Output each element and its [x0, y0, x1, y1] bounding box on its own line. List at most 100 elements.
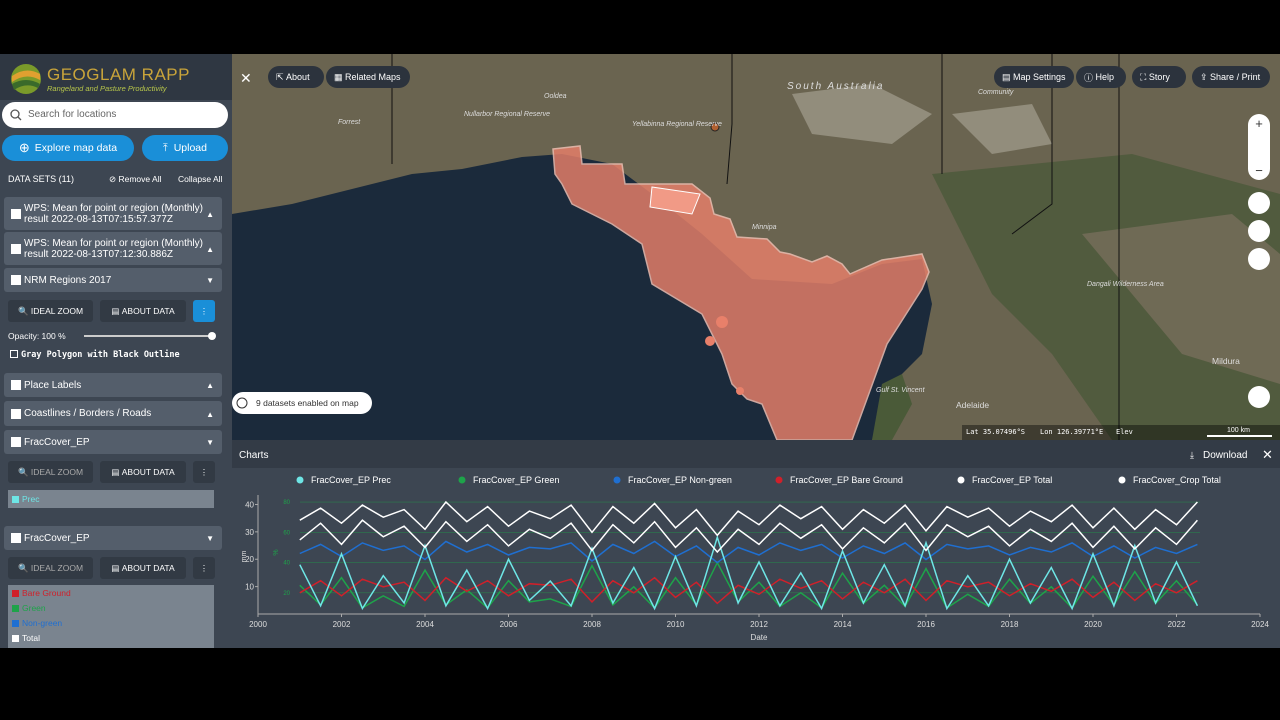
- ideal-zoom-label: IDEAL ZOOM: [30, 306, 84, 316]
- logo-subtitle: Rangeland and Pasture Productivity: [47, 84, 167, 93]
- about-data-button[interactable]: ▤ ABOUT DATA: [100, 461, 186, 483]
- dataset-row[interactable]: Coastlines / Borders / Roads ▲: [4, 401, 222, 426]
- dataset-name: FracCover_EP: [24, 532, 90, 544]
- legend-box: Bare Ground Green Non-green Total: [8, 585, 214, 648]
- more-button[interactable]: ⋮: [193, 461, 215, 483]
- legend-swatch: [458, 476, 466, 484]
- series-line: [299, 500, 1198, 537]
- map-controls[interactable]: [1248, 114, 1270, 408]
- legend-label: FracCover_Crop Total: [1133, 475, 1221, 485]
- x-tick-label: 2016: [917, 620, 935, 629]
- map-label: Adelaide: [956, 400, 989, 410]
- collapse-all[interactable]: Collapse All: [178, 174, 223, 184]
- about-data-label: ABOUT DATA: [121, 306, 175, 316]
- remove-all-label: Remove All: [118, 174, 162, 184]
- dataset-name: FracCover_EP: [24, 436, 90, 448]
- search-box[interactable]: Search for locations: [2, 102, 228, 128]
- opacity-label: Opacity: 100 %: [8, 331, 66, 341]
- dataset-row[interactable]: WPS: Mean for point or region (Monthly) r…: [4, 197, 222, 230]
- opacity-slider[interactable]: [84, 335, 212, 337]
- dataset-row[interactable]: Place Labels ▲: [4, 373, 222, 397]
- help-button[interactable]: ⓘ Help: [1076, 66, 1126, 88]
- related-maps-label: Related Maps: [345, 72, 401, 82]
- more-button[interactable]: ⋮: [193, 557, 215, 579]
- dataset-row[interactable]: WPS: Mean for point or region (Monthly) r…: [4, 232, 222, 265]
- dataset-panel: 🔍 IDEAL ZOOM ▤ ABOUT DATA ⋮ Prec: [4, 454, 222, 520]
- logo-title: GEOGLAM RAPP: [47, 65, 190, 84]
- legend-item: Non-green: [12, 618, 62, 628]
- map-label: Dangali Wilderness Area: [1087, 281, 1164, 288]
- style-option[interactable]: Gray Polygon with Black Outline: [10, 350, 180, 360]
- map-label: Minnipa: [752, 224, 777, 231]
- dataset-row[interactable]: FracCover_EP ▼: [4, 430, 222, 454]
- y2-tick-label: 40: [283, 561, 290, 567]
- logo-area: GEOGLAM RAPP Rangeland and Pasture Produ…: [0, 54, 232, 100]
- x-tick-label: 2006: [500, 620, 518, 629]
- about-button[interactable]: ⇱ About: [268, 66, 324, 88]
- series-line: [299, 519, 1198, 554]
- download-button[interactable]: Download: [1203, 450, 1247, 461]
- dataset-name: Place Labels: [24, 379, 82, 391]
- charts-panel: Charts Download ⤓ ✕ 20 40 60 80 10 20 30 40 mm % 2…: [232, 440, 1280, 648]
- map-label: South Australia: [787, 81, 884, 92]
- series-line: [299, 534, 1199, 611]
- map-settings-button[interactable]: ▤ Map Settings: [994, 66, 1074, 88]
- map-scale: 100 km: [1227, 427, 1250, 434]
- dataset-name: Coastlines / Borders / Roads: [24, 408, 152, 419]
- ideal-zoom-label: IDEAL ZOOM: [30, 467, 84, 477]
- explore-label: Explore map data: [34, 142, 118, 154]
- legend-swatch: [775, 476, 783, 484]
- legend-label: Total: [22, 633, 40, 643]
- map-settings-label: Map Settings: [1013, 72, 1066, 82]
- map-lat: Lat 35.07496°S: [966, 428, 1025, 436]
- legend-label: FracCover_EP Green: [473, 475, 559, 485]
- map-label: Ooldea: [544, 93, 567, 100]
- map-status: 9 datasets enabled on map: [256, 398, 359, 408]
- map-label: Nullarbor Regional Reserve: [464, 111, 550, 118]
- logo-icon: [11, 64, 41, 94]
- ideal-zoom-label: IDEAL ZOOM: [30, 563, 84, 573]
- series-line: [299, 576, 1198, 605]
- legend-swatch: [613, 476, 621, 484]
- legend-box: Prec: [8, 490, 214, 508]
- dataset-name: result 2022-08-13T07:15:57.377Z: [24, 213, 173, 225]
- dataset-name: NRM Regions 2017: [24, 274, 112, 286]
- dataset-row[interactable]: NRM Regions 2017 ▼: [4, 268, 222, 292]
- slider-thumb[interactable]: [208, 332, 216, 340]
- about-data-label: ABOUT DATA: [121, 467, 175, 477]
- dataset-row[interactable]: FracCover_EP ▼: [4, 526, 222, 550]
- story-button[interactable]: ⛶ Story: [1132, 66, 1186, 88]
- x-tick-label: 2008: [583, 620, 601, 629]
- map-lon: Lon 126.39771°E: [1040, 428, 1103, 436]
- related-maps-button[interactable]: ▦ Related Maps: [326, 66, 410, 88]
- about-data-button[interactable]: ▤ ABOUT DATA: [100, 557, 186, 579]
- y2-tick-label: 20: [283, 591, 290, 597]
- close-button[interactable]: ✕: [1262, 447, 1273, 462]
- search-icon: [10, 109, 22, 121]
- legend-item: Prec: [12, 494, 39, 504]
- legend-label: FracCover_EP Bare Ground: [790, 475, 903, 485]
- svg-text:✕: ✕: [240, 70, 252, 86]
- legend-swatch: [296, 476, 304, 484]
- share-button[interactable]: ⇪ Share / Print: [1192, 66, 1270, 88]
- ideal-zoom-button[interactable]: 🔍 IDEAL ZOOM: [8, 300, 93, 322]
- map[interactable]: South Australia Forrest Ooldea Nullarbor…: [232, 54, 1280, 440]
- dataset-panel: 🔍 IDEAL ZOOM ▤ ABOUT DATA ⋮ Opacity: 100…: [4, 292, 222, 367]
- map-label: Forrest: [338, 119, 361, 126]
- about-data-button[interactable]: ▤ ABOUT DATA: [100, 300, 186, 322]
- explore-button[interactable]: ⊕ Explore map data: [2, 135, 134, 161]
- ideal-zoom-button[interactable]: 🔍 IDEAL ZOOM: [8, 461, 93, 483]
- x-tick-label: 2022: [1168, 620, 1186, 629]
- upload-label: Upload: [173, 142, 207, 154]
- more-button[interactable]: ⋮: [193, 300, 215, 322]
- ideal-zoom-button[interactable]: 🔍 IDEAL ZOOM: [8, 557, 93, 579]
- legend-label: Prec: [22, 494, 40, 504]
- map-label: Yellabinna Regional Reserve: [632, 121, 722, 128]
- legend-item: Total: [12, 633, 40, 643]
- upload-button[interactable]: ⤒ Upload: [142, 135, 228, 161]
- y-axis-label: mm: [241, 551, 248, 563]
- legend-label: FracCover_EP Total: [972, 475, 1052, 485]
- legend-label: Green: [22, 603, 46, 613]
- remove-all[interactable]: ⊘ Remove All: [109, 174, 162, 184]
